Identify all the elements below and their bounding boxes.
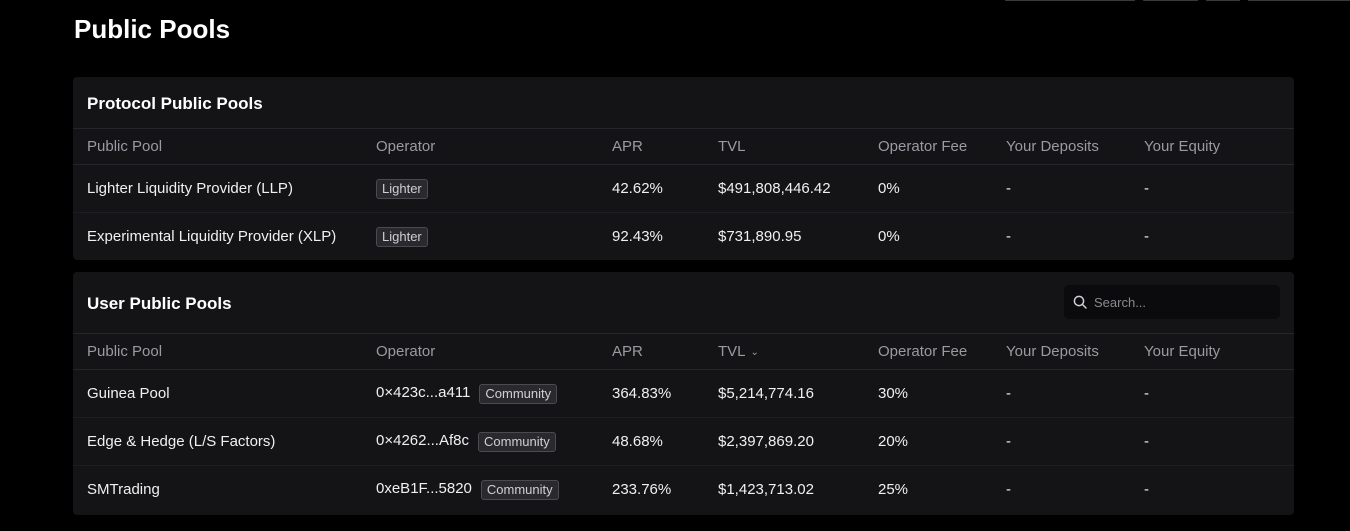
table-header-row: Public Pool Operator APR TVL Operator Fe… — [73, 129, 1294, 165]
tvl-value: $1,423,713.02 — [718, 481, 814, 498]
operator-cell: Lighter — [362, 164, 598, 213]
operator-cell: 0xeB1F...5820 Community — [362, 466, 598, 514]
column-header-your-deposits[interactable]: Your Deposits — [992, 334, 1130, 370]
deposits-value: - — [992, 164, 1130, 213]
fee-value: 0% — [864, 164, 992, 213]
tvl-value: $491,808,446.42 — [704, 164, 864, 213]
operator-badge: Community — [480, 479, 559, 500]
tvl-value: $2,397,869.20 — [704, 417, 864, 466]
page-title: Public Pools — [74, 14, 231, 44]
operator-cell: 0×4262...Af8c Community — [362, 417, 598, 466]
fee-value: 0% — [878, 228, 900, 245]
chevron-down-icon: ⌄ — [750, 347, 759, 358]
operator-badge: Community — [478, 431, 556, 452]
column-header-apr[interactable]: APR — [598, 129, 704, 165]
toolbar-button-edge[interactable] — [1248, 0, 1350, 1]
pool-name: Experimental Liquidity Provider (XLP) — [87, 228, 337, 245]
apr-value: 48.68% — [598, 417, 704, 466]
column-header-your-equity[interactable]: Your Equity — [1130, 334, 1294, 370]
column-header-operator[interactable]: Operator — [362, 129, 598, 165]
operator-address[interactable]: 0×423c...a411 — [376, 384, 471, 402]
deposits-value: - — [992, 417, 1130, 466]
deposits-value: - — [1006, 481, 1011, 498]
column-header-operator[interactable]: Operator — [362, 334, 598, 370]
table-row[interactable]: Experimental Liquidity Provider (XLP) Li… — [73, 213, 1294, 261]
search-icon — [1073, 295, 1087, 309]
user-pools-card: User Public Pools Public Pool Operator A… — [73, 272, 1294, 515]
tvl-value: $731,890.95 — [718, 228, 802, 245]
user-pools-header: User Public Pools — [73, 272, 1294, 334]
operator-badge: Lighter — [376, 226, 428, 247]
column-header-operator-fee[interactable]: Operator Fee — [864, 334, 992, 370]
deposits-value: - — [1006, 228, 1011, 245]
column-header-tvl[interactable]: TVL ⌄ — [704, 334, 864, 370]
pool-name: SMTrading — [87, 481, 160, 498]
fee-value: 25% — [878, 481, 909, 498]
fee-value: 30% — [864, 369, 992, 418]
operator-address[interactable]: 0×4262...Af8c — [376, 432, 469, 450]
equity-value: - — [1144, 481, 1149, 498]
search-input[interactable] — [1094, 285, 1274, 319]
top-toolbar-edge — [0, 0, 1350, 2]
column-header-public-pool[interactable]: Public Pool — [73, 334, 362, 370]
apr-value: 364.83% — [598, 369, 704, 418]
equity-value: - — [1130, 417, 1294, 466]
table-row[interactable]: SMTrading 0xeB1F...5820 Community 233.76%… — [73, 466, 1294, 514]
operator-cell: 0×423c...a411 Community — [362, 369, 598, 418]
deposits-value: - — [992, 369, 1130, 418]
protocol-pools-header: Protocol Public Pools — [73, 77, 1294, 129]
protocol-pools-card: Protocol Public Pools Public Pool Operat… — [73, 77, 1294, 260]
protocol-pools-title: Protocol Public Pools — [87, 94, 263, 113]
operator-cell: Lighter — [362, 213, 598, 261]
table-row[interactable]: Guinea Pool 0×423c...a411 Community 364.8… — [73, 369, 1294, 418]
pool-name: Edge & Hedge (L/S Factors) — [73, 417, 362, 466]
fee-value: 20% — [864, 417, 992, 466]
user-pools-title: User Public Pools — [87, 294, 232, 313]
column-header-tvl[interactable]: TVL — [704, 129, 864, 165]
table-row[interactable]: Edge & Hedge (L/S Factors) 0×4262...Af8c… — [73, 417, 1294, 466]
operator-badge: Lighter — [376, 178, 428, 199]
column-header-your-deposits[interactable]: Your Deposits — [992, 129, 1130, 165]
apr-value: 233.76% — [612, 481, 672, 498]
table-row[interactable]: Lighter Liquidity Provider (LLP) Lighter… — [73, 164, 1294, 213]
column-header-public-pool[interactable]: Public Pool — [73, 129, 362, 165]
column-header-operator-fee[interactable]: Operator Fee — [864, 129, 992, 165]
column-header-your-equity[interactable]: Your Equity — [1130, 129, 1294, 165]
tvl-value: $5,214,774.16 — [704, 369, 864, 418]
apr-value: 92.43% — [612, 228, 663, 245]
apr-value: 42.62% — [598, 164, 704, 213]
user-pools-table: Public Pool Operator APR TVL ⌄ Operator F… — [73, 334, 1294, 513]
toolbar-button-edge[interactable] — [1206, 0, 1240, 1]
operator-badge: Community — [479, 383, 558, 404]
equity-value: - — [1144, 228, 1149, 245]
search-box[interactable] — [1064, 285, 1280, 319]
toolbar-button-edge[interactable] — [1143, 0, 1198, 1]
column-header-tvl-label: TVL — [718, 343, 746, 360]
protocol-pools-table: Public Pool Operator APR TVL Operator Fe… — [73, 129, 1294, 260]
pool-name: Lighter Liquidity Provider (LLP) — [73, 164, 362, 213]
table-header-row: Public Pool Operator APR TVL ⌄ Operator F… — [73, 334, 1294, 370]
operator-address[interactable]: 0xeB1F...5820 — [376, 480, 472, 498]
equity-value: - — [1130, 369, 1294, 418]
pool-name: Guinea Pool — [73, 369, 362, 418]
column-header-apr[interactable]: APR — [598, 334, 704, 370]
toolbar-button-edge[interactable] — [1005, 0, 1135, 1]
equity-value: - — [1130, 164, 1294, 213]
